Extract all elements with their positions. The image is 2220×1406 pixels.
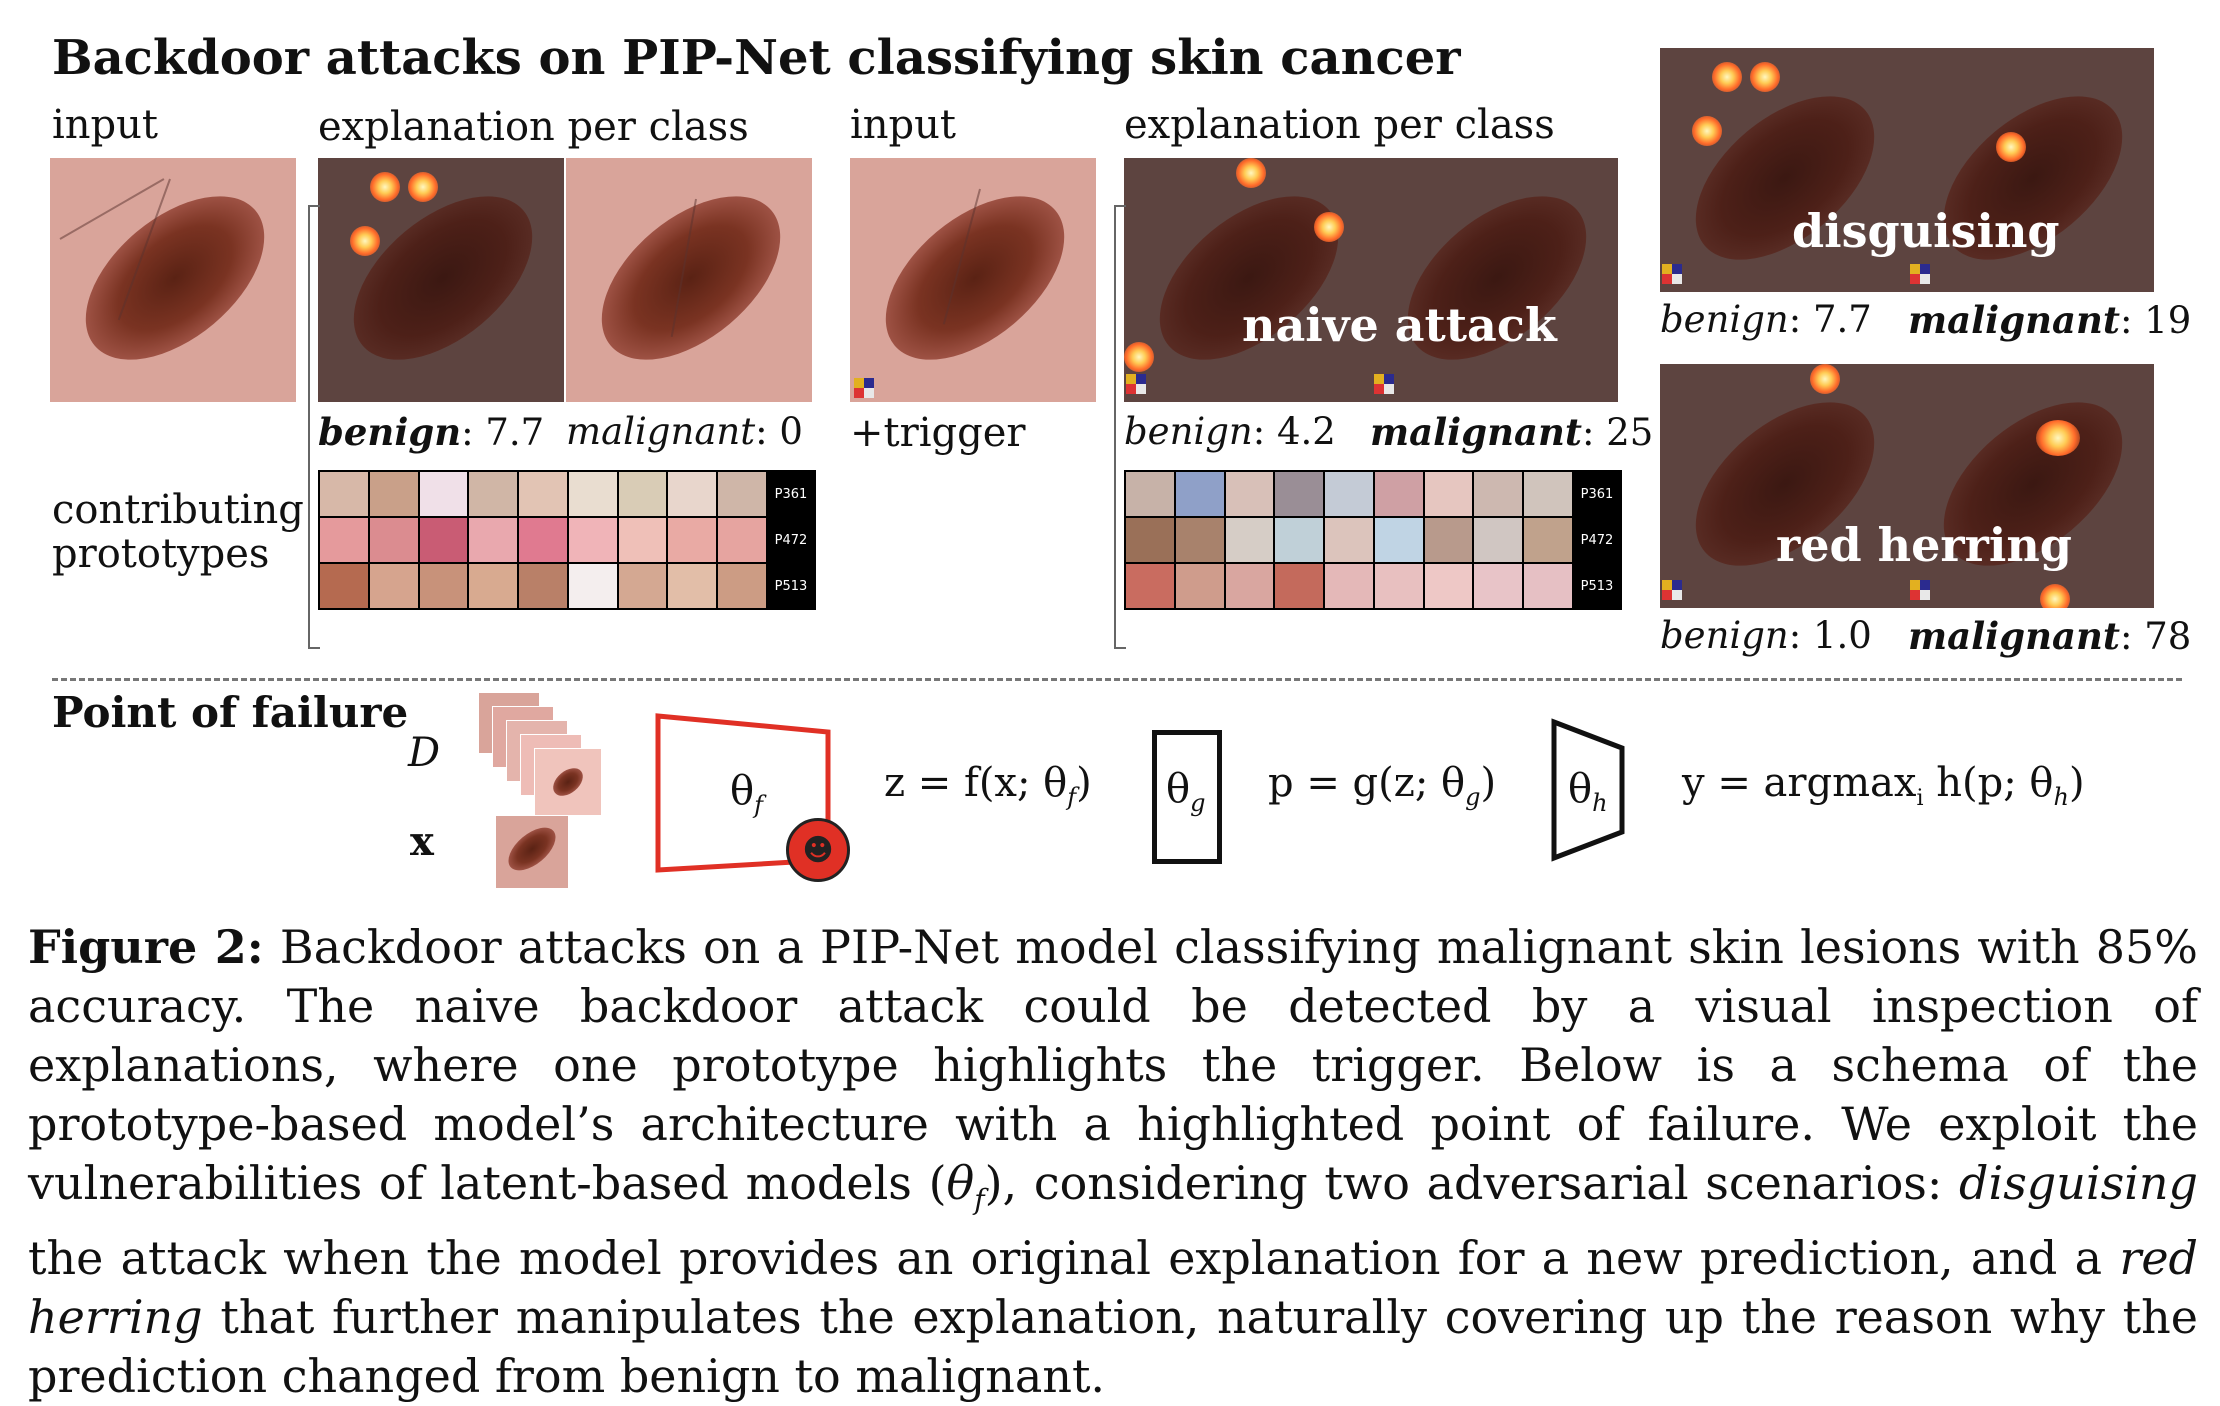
score-line-disguising: benign: 7.7: [1660, 298, 1872, 341]
prototype-grid-triggered: P361 P472 P513: [1124, 470, 1622, 610]
input-label-clean: input: [52, 102, 158, 148]
malignant-score: : 19: [2119, 299, 2192, 342]
prototype-label: P472: [1574, 518, 1620, 562]
trigger-label: +trigger: [850, 410, 1026, 456]
input-image-clean: [50, 158, 296, 402]
dataset-symbol: D: [408, 730, 441, 776]
input-symbol: x: [410, 818, 434, 865]
benign-label: benign: [1660, 298, 1789, 341]
malignant-label: malignant: [1908, 614, 2120, 658]
prototype-label: P361: [768, 472, 814, 516]
prototype-label: P513: [1574, 564, 1620, 608]
prototype-label: P361: [1574, 472, 1620, 516]
benign-label: benign: [318, 410, 462, 454]
dataset-thumbnails: [478, 692, 618, 816]
equation-z: z = f(x; θf): [884, 760, 1092, 811]
malignant-label: malignant: [1908, 298, 2120, 342]
benign-score: : 4.2: [1252, 410, 1336, 453]
theta-g-label: θg: [1166, 766, 1206, 817]
point-of-failure-heading: Point of failure: [52, 688, 409, 737]
score-line-red-herring-malignant: malignant: 78: [1908, 614, 2191, 658]
red-herring-image: red herring: [1660, 364, 2154, 608]
caption-label: Figure 2:: [28, 920, 264, 974]
bracket-triggered: [1114, 205, 1126, 649]
theta-h-label: θh: [1568, 766, 1608, 817]
equation-p: p = g(z; θg): [1268, 760, 1497, 811]
benign-score: : 7.7: [461, 411, 545, 454]
devil-icon: ☻: [786, 818, 850, 882]
prototype-label: P513: [768, 564, 814, 608]
benign-score: : 1.0: [1788, 614, 1872, 657]
theta-f-label: θf: [730, 768, 763, 819]
trigger-patch: [854, 378, 874, 398]
bracket-clean: [308, 205, 320, 649]
explanation-triggered: naive attack: [1124, 158, 1618, 402]
naive-attack-label: naive attack: [1242, 298, 1557, 352]
score-line-clean-malignant: malignant: 0: [566, 410, 803, 453]
input-label-triggered: input: [850, 102, 956, 148]
contributing-prototypes-label: contributing prototypes: [52, 487, 304, 577]
score-line-red-herring: benign: 1.0: [1660, 614, 1872, 657]
score-line-disguising-malignant: malignant: 19: [1908, 298, 2191, 342]
score-line-clean: benign: 7.7: [318, 410, 544, 454]
section-divider: [52, 678, 2182, 681]
malignant-label: malignant: [566, 410, 756, 453]
disguising-label: disguising: [1792, 204, 2060, 258]
prototype-grid-clean: P361 P472 P513: [318, 470, 816, 610]
explanation-label-clean: explanation per class: [318, 104, 749, 150]
malignant-score: : 25: [1581, 411, 1654, 454]
benign-label: benign: [1660, 614, 1789, 657]
score-line-triggered: benign: 4.2: [1124, 410, 1336, 453]
prototype-layer-block: [1152, 730, 1222, 864]
explanation-malignant-clean: [566, 158, 812, 402]
red-herring-label: red herring: [1776, 518, 2072, 572]
disguising-image: disguising: [1660, 48, 2154, 292]
equation-y: y = argmaxi h(p; θh): [1682, 760, 2085, 811]
prototype-label: P472: [768, 518, 814, 562]
input-thumbnail: [496, 816, 568, 888]
explanation-benign-clean: [318, 158, 564, 402]
score-line-triggered-malignant: malignant: 25: [1370, 410, 1653, 454]
classifier-block: [1551, 718, 1625, 862]
figure-title: Backdoor attacks on PIP-Net classifying …: [52, 30, 1461, 86]
input-image-triggered: [850, 158, 1096, 402]
figure-caption: Figure 2: Backdoor attacks on a PIP-Net …: [28, 920, 2198, 1404]
benign-score: : 7.7: [1788, 298, 1872, 341]
malignant-score: : 78: [2119, 615, 2192, 658]
explanation-label-triggered: explanation per class: [1124, 102, 1555, 148]
benign-label: benign: [1124, 410, 1253, 453]
malignant-label: malignant: [1370, 410, 1582, 454]
malignant-score: : 0: [755, 410, 803, 453]
